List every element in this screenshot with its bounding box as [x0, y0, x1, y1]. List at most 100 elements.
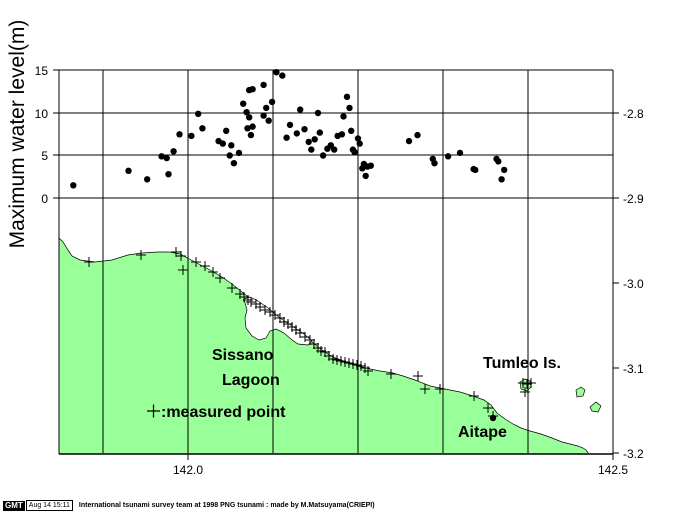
lat-tick-2-8: -2.8	[623, 107, 644, 121]
water-level-point	[498, 176, 505, 183]
y-tick-10: 10	[35, 107, 49, 121]
water-level-point	[163, 154, 170, 162]
water-level-point	[311, 136, 318, 143]
measured-point-cross	[279, 317, 289, 327]
measured-point-cross	[200, 261, 210, 271]
water-level-point	[286, 121, 294, 129]
water-level-point	[188, 132, 195, 140]
measured-point-cross	[363, 366, 373, 376]
measured-point-cross	[522, 379, 532, 389]
water-level-point	[219, 140, 226, 147]
measured-point-cross	[332, 355, 342, 365]
footer: GMT Aug 14 15:11 International tsunami s…	[3, 500, 375, 511]
water-level-point	[340, 113, 347, 120]
y-tick-15: 15	[35, 64, 49, 78]
legend-label: :measured point	[161, 404, 286, 421]
footer-credit: International tsunami survey team at 199…	[78, 502, 375, 509]
water-level-point	[356, 140, 363, 147]
land-area	[58, 237, 590, 455]
water-level-point	[343, 93, 351, 101]
sissano-label: Sissano	[212, 347, 274, 364]
water-level-point	[273, 69, 280, 76]
water-level-point	[472, 166, 479, 174]
measured-point-cross	[340, 357, 350, 367]
measured-point-cross	[191, 257, 201, 267]
water-level-point	[235, 149, 243, 157]
lon-tick-142-0: 142.0	[173, 463, 203, 477]
lagoon-label: Lagoon	[222, 372, 280, 389]
water-level-point	[316, 129, 323, 136]
water-level-point	[293, 130, 300, 137]
lat-tick-3-2: -3.2	[623, 447, 644, 461]
water-level-point	[223, 127, 230, 134]
measured-point-cross	[309, 339, 319, 349]
water-level-point	[501, 166, 508, 174]
measured-point-cross	[483, 403, 493, 413]
lat-tick-2-9: -2.9	[623, 192, 644, 206]
tick-marks	[53, 69, 619, 460]
footer-date: Aug 14 15:11	[25, 500, 73, 511]
water-level-point	[265, 117, 272, 124]
water-level-point	[144, 176, 151, 183]
water-level-point	[414, 131, 421, 139]
water-level-points	[70, 69, 508, 189]
measured-point-cross	[84, 257, 94, 267]
measured-point-cross	[320, 347, 330, 357]
water-level-point	[247, 131, 255, 139]
water-level-point	[431, 160, 438, 167]
water-level-point	[244, 125, 251, 132]
plot-frame	[58, 69, 614, 455]
measured-point-cross	[208, 267, 218, 277]
y-axis-label: Maximum water level(m)	[6, 20, 29, 249]
measured-point-cross	[520, 387, 530, 397]
measured-point-cross	[435, 384, 445, 394]
measured-point-cross	[348, 359, 358, 369]
measured-point-cross	[246, 297, 256, 307]
water-level-point	[348, 127, 355, 134]
water-level-point	[158, 153, 165, 160]
water-level-point	[170, 148, 177, 155]
water-level-point	[165, 171, 172, 178]
water-level-point	[331, 146, 338, 153]
water-level-point	[444, 153, 452, 160]
island-east-1	[575, 386, 586, 398]
water-level-point	[243, 109, 250, 116]
measured-point-crosses	[84, 247, 536, 421]
water-level-point	[338, 131, 346, 138]
measured-point-cross	[136, 250, 146, 260]
tumleo-label: Tumleo Is.	[483, 355, 561, 372]
water-level-point	[249, 123, 256, 130]
measured-point-cross	[469, 391, 479, 401]
measured-point-cross	[420, 384, 430, 394]
measured-point-cross	[316, 346, 326, 356]
measured-point-cross	[526, 378, 536, 388]
measured-point-cross	[356, 361, 366, 371]
water-level-point	[305, 138, 312, 146]
aitape-marker	[489, 414, 497, 422]
water-level-point	[260, 81, 267, 89]
water-level-point	[456, 149, 464, 157]
water-level-point	[283, 134, 290, 141]
measured-point-cross	[344, 358, 354, 368]
measured-point-cross	[305, 335, 315, 345]
water-level-point	[263, 104, 270, 112]
island-east-2	[589, 401, 602, 413]
measured-point-cross	[328, 354, 338, 364]
measured-point-cross	[227, 283, 237, 293]
water-level-point	[70, 182, 77, 189]
water-level-point	[351, 148, 358, 156]
y-tick-5: 5	[41, 149, 48, 163]
legend-cross-symbol	[147, 404, 160, 418]
measured-point-cross	[260, 305, 270, 315]
measured-point-cross	[176, 251, 186, 261]
water-level-point	[260, 112, 267, 119]
measured-point-cross	[275, 313, 285, 323]
measured-point-cross	[336, 356, 346, 366]
water-level-point	[301, 126, 308, 133]
measured-point-cross	[171, 247, 181, 257]
legend: :measured point	[147, 404, 286, 421]
y-tick-0: 0	[41, 192, 48, 206]
water-level-point	[228, 142, 235, 149]
water-level-point	[195, 110, 202, 118]
water-level-point	[249, 86, 256, 93]
